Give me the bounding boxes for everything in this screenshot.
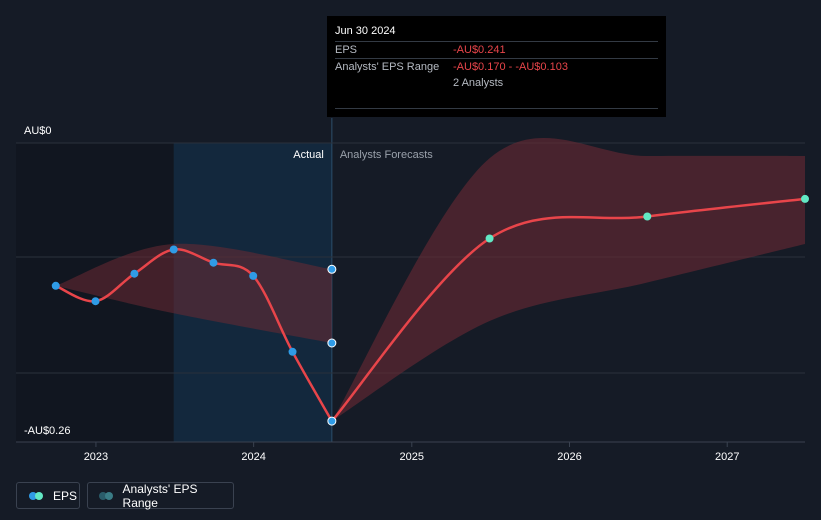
- y-axis-bottom-label: -AU$0.26: [24, 425, 70, 437]
- x-tick-label: 2027: [715, 451, 739, 463]
- legend-eps-button[interactable]: EPS: [16, 482, 80, 509]
- range-low-point: [327, 338, 337, 348]
- tooltip: Jun 30 2024 EPS -AU$0.241 Analysts' EPS …: [327, 16, 666, 117]
- tooltip-eps-label: EPS: [335, 44, 358, 56]
- actual-eps-point: [130, 269, 139, 278]
- legend-range-button[interactable]: Analysts' EPS Range: [87, 481, 234, 510]
- actual-eps-point: [209, 258, 218, 267]
- tooltip-range-label: Analysts' EPS Range: [335, 61, 440, 73]
- tooltip-analysts-count: 2 Analysts: [453, 77, 504, 89]
- eps-legend-icon: [29, 491, 45, 500]
- actual-eps-point: [91, 297, 100, 306]
- legend-eps-label: EPS: [53, 488, 78, 503]
- x-tick-label: 2024: [241, 451, 265, 463]
- actual-eps-point: [249, 271, 258, 280]
- forecast-eps-point: [801, 194, 809, 203]
- actual-eps-point: [327, 416, 337, 426]
- tooltip-eps-value: -AU$0.241: [453, 44, 506, 56]
- range-legend-icon: [99, 491, 115, 500]
- actual-eps-point: [169, 245, 178, 254]
- tooltip-row-range: Analysts' EPS Range -AU$0.170 - -AU$0.10…: [335, 58, 658, 76]
- tooltip-row-analysts: 2 Analysts: [335, 75, 658, 92]
- tooltip-row-eps: EPS -AU$0.241: [335, 41, 658, 59]
- actual-section-label: Actual: [293, 149, 324, 161]
- actual-range-band: [55, 243, 332, 343]
- x-tick-label: 2023: [84, 451, 108, 463]
- forecast-section-label: Analysts Forecasts: [340, 149, 433, 161]
- x-tick-label: 2026: [557, 451, 581, 463]
- range-high-point: [327, 264, 337, 274]
- forecast-eps-point: [643, 212, 652, 221]
- forecast-eps-point: [485, 234, 494, 243]
- actual-eps-point: [51, 281, 60, 290]
- x-tick-label: 2025: [400, 451, 424, 463]
- legend-range-label: Analysts' EPS Range: [122, 481, 198, 510]
- forecast-range-band: [331, 138, 805, 422]
- actual-eps-point: [288, 347, 297, 356]
- tooltip-range-value: -AU$0.170 - -AU$0.103: [453, 61, 568, 73]
- y-axis-top-label: AU$0: [24, 125, 52, 137]
- tooltip-divider: [335, 108, 658, 109]
- tooltip-date: Jun 30 2024: [335, 25, 396, 37]
- forecast-eps-line: [330, 197, 806, 422]
